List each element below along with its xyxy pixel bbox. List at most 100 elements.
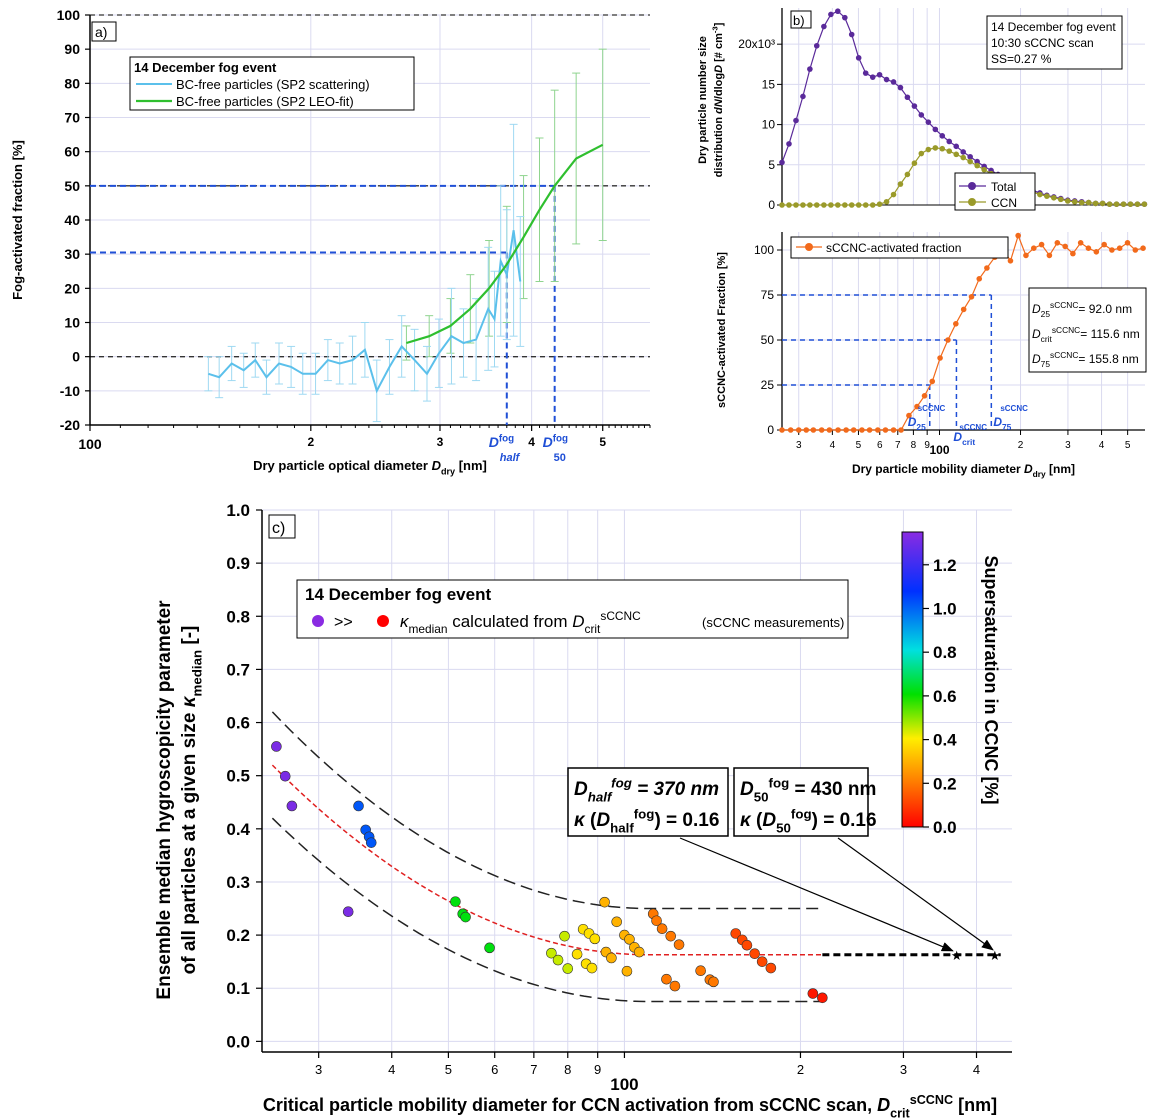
data-point bbox=[749, 948, 760, 959]
data-point-total bbox=[946, 138, 953, 145]
y-tick-label: 60 bbox=[64, 144, 80, 160]
panel-c: 0.0 0.1 0.2 0.3 0.4 0.5 0.6 0.7 0.8 0.9 1.0 3 4 5 6 7 8 9… bbox=[154, 501, 1012, 1119]
data-point bbox=[460, 911, 471, 923]
data-point-activated bbox=[921, 393, 928, 399]
panel-label-box bbox=[91, 21, 117, 42]
data-point bbox=[807, 988, 819, 999]
data-point-ccn bbox=[834, 202, 841, 208]
envelope-upper bbox=[271, 711, 823, 910]
data-point-total bbox=[974, 158, 980, 165]
data-point-ccn bbox=[925, 146, 932, 153]
y-tick-label: 0 bbox=[72, 349, 80, 365]
data-point-activated bbox=[1046, 252, 1053, 259]
info-box-line: D25sCCNC= 92.0 nm bbox=[1032, 300, 1132, 319]
annotation-line: D50fog = 430 nm bbox=[740, 775, 876, 804]
x-tick-label: 100 bbox=[929, 443, 949, 457]
y-tick-label: -20 bbox=[60, 417, 80, 433]
data-point-ccn bbox=[960, 154, 967, 161]
target-marker: ★ bbox=[951, 948, 963, 963]
y-tick-label: 0.4 bbox=[226, 820, 250, 839]
colorbar bbox=[901, 531, 924, 828]
data-point-activated bbox=[843, 427, 849, 433]
data-point-ccn bbox=[946, 148, 953, 154]
panel-label-box bbox=[268, 514, 296, 539]
data-point-activated bbox=[1140, 245, 1146, 251]
x-axis-title: Critical particle mobility diameter for … bbox=[263, 1093, 997, 1119]
data-point-total bbox=[869, 74, 876, 80]
data-point bbox=[365, 837, 377, 848]
x-tick-label: 100 bbox=[610, 1075, 638, 1094]
marker-label-d75-sup: sCCNC bbox=[1000, 404, 1028, 413]
data-point-total bbox=[890, 79, 897, 85]
data-point-total bbox=[876, 71, 883, 78]
x-tick-label: 3 bbox=[315, 1062, 322, 1077]
y-tick-label: 0 bbox=[767, 423, 774, 437]
annotation-d50-sub: 50 bbox=[554, 452, 566, 464]
x-tick-label: 5 bbox=[856, 440, 862, 451]
data-point-activated bbox=[1085, 245, 1092, 251]
data-point bbox=[279, 770, 291, 782]
annotation-arrow bbox=[837, 837, 994, 951]
legend-box bbox=[296, 579, 849, 639]
legend-title: 14 December fog event bbox=[305, 585, 491, 604]
data-point bbox=[651, 915, 662, 927]
legend-entry: κmedian calculated from DcritsCCNC bbox=[400, 609, 641, 636]
x-axis-title: Dry particle optical diameter Ddry [nm] bbox=[253, 458, 487, 477]
data-point-ccn bbox=[1051, 194, 1057, 201]
y-axis-title-line1: Dry particle number size bbox=[697, 36, 709, 164]
y-tick-label: 100 bbox=[57, 7, 81, 23]
x-tick-label: 5 bbox=[1125, 440, 1131, 451]
y-tick-label: 0.1 bbox=[226, 979, 250, 998]
data-point-ccn bbox=[897, 181, 904, 187]
info-box-line: D75sCCNC= 155.8 nm bbox=[1032, 350, 1139, 369]
data-point-activated bbox=[945, 337, 951, 343]
data-point-activated bbox=[906, 412, 912, 419]
panel-b: 0 5 10 15 20x10³ b) 14 December fog event 10:30… bbox=[697, 8, 1148, 212]
annotation-box bbox=[733, 767, 869, 837]
data-point-total bbox=[800, 93, 806, 100]
colorbar-tick-label: 0.0 bbox=[933, 818, 957, 837]
data-point-total bbox=[932, 126, 939, 133]
data-point-activated bbox=[803, 427, 810, 433]
colorbar-tick-label: 0.6 bbox=[933, 687, 957, 706]
data-point-ccn bbox=[848, 202, 855, 208]
y-tick-label: 0.6 bbox=[226, 714, 250, 733]
y-tick-label: 50 bbox=[64, 178, 80, 194]
data-point bbox=[559, 930, 570, 942]
x-tick-label: 3 bbox=[900, 1062, 907, 1077]
colorbar-tick-label: 0.4 bbox=[933, 731, 957, 750]
x-tick-label: 2 bbox=[307, 435, 314, 449]
data-point-activated bbox=[976, 276, 983, 282]
info-box-line: SS=0.27 % bbox=[991, 52, 1052, 66]
x-tick-label: 2 bbox=[797, 1062, 804, 1077]
data-point bbox=[817, 992, 828, 1004]
x-tick-label: 100 bbox=[78, 436, 102, 452]
data-point-total bbox=[842, 14, 848, 21]
data-point-activated bbox=[866, 427, 873, 433]
data-point bbox=[271, 741, 282, 752]
data-point-activated bbox=[818, 427, 825, 433]
data-point bbox=[450, 896, 461, 907]
data-point-ccn bbox=[807, 202, 813, 208]
info-box-line: 14 December fog event bbox=[991, 20, 1116, 34]
data-point-total bbox=[793, 117, 799, 124]
y-tick-label: 25 bbox=[761, 378, 775, 392]
data-point-total bbox=[939, 133, 946, 139]
info-box bbox=[986, 15, 1123, 70]
data-point bbox=[661, 973, 672, 985]
data-point-total bbox=[918, 112, 925, 118]
x-tick-label: 4 bbox=[1099, 440, 1105, 451]
data-point-ccn bbox=[939, 145, 946, 152]
data-point bbox=[656, 923, 668, 935]
data-point-ccn bbox=[1092, 200, 1099, 207]
legend-marker-low-ss bbox=[377, 615, 389, 627]
annotation-line: κ (D50fog) = 0.16 bbox=[740, 806, 877, 835]
y-tick-label: 20x10³ bbox=[738, 37, 775, 51]
data-point bbox=[342, 906, 354, 918]
data-point-activated bbox=[787, 427, 794, 433]
panel-label-box bbox=[790, 10, 812, 29]
data-point-ccn bbox=[1064, 198, 1071, 204]
legend-marker-total bbox=[968, 182, 976, 190]
x-tick-label: 5 bbox=[445, 1062, 452, 1077]
